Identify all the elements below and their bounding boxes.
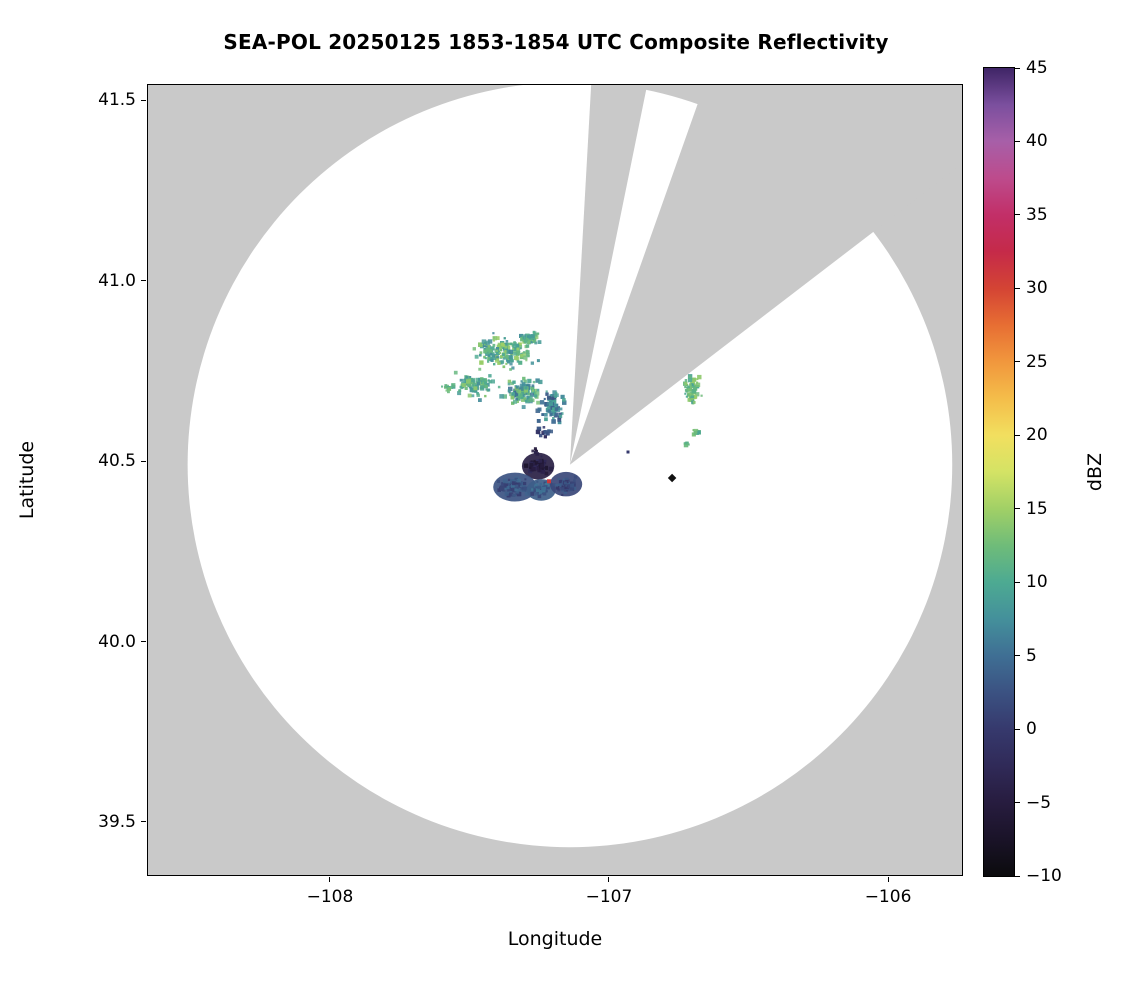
echo-region-nw-speckle-main: [472, 332, 540, 371]
echo-region-nw-speckle-mid: [499, 376, 548, 409]
colorbar-tick-mark: [1015, 655, 1020, 657]
colorbar-tick-label: 35: [1026, 204, 1048, 225]
echo-region-dark-core: [521, 452, 555, 480]
point-feature-small-dark-speck: [626, 450, 630, 454]
y-tick-mark: [141, 99, 146, 101]
colorbar-tick-mark: [1015, 140, 1020, 142]
y-tick-mark: [141, 460, 146, 462]
x-tick-label: −107: [585, 887, 633, 907]
echo-region-nw-speckle-upper: [520, 330, 542, 345]
colorbar-tick-label: 30: [1026, 278, 1048, 299]
colorbar-tick-label: 40: [1026, 131, 1048, 152]
echo-region-south-halo-mid: [526, 479, 556, 501]
colorbar-tick-label: 10: [1026, 572, 1048, 593]
colorbar-tick-label: 25: [1026, 351, 1048, 372]
echo-region-south-halo-east: [549, 471, 583, 497]
y-tick-label: 39.5: [98, 811, 136, 832]
blocked-sector-2: [569, 85, 962, 465]
point-feature-red-speck: [547, 479, 551, 484]
point-feature-clutter-diamond: [667, 473, 677, 483]
echo-region-east-echo: [683, 374, 703, 405]
plot-area: [147, 84, 963, 876]
y-tick-label: 41.0: [98, 270, 136, 291]
y-tick-label: 40.0: [98, 631, 136, 652]
x-tick-mark: [608, 877, 610, 882]
colorbar-tick-label: 5: [1026, 645, 1037, 666]
colorbar-label: dBZ: [1084, 452, 1106, 492]
colorbar-tick-mark: [1015, 875, 1020, 877]
colorbar-tick-mark: [1015, 287, 1020, 289]
echo-region-east-echo-south1: [691, 428, 701, 437]
colorbar-tick-mark: [1015, 361, 1020, 363]
echo-region-east-echo-south2: [683, 441, 690, 448]
echo-region-dark-core-tip: [531, 447, 540, 456]
colorbar-tick-label: −5: [1026, 792, 1052, 813]
x-axis-label: Longitude: [507, 928, 603, 950]
colorbar-tick-label: −10: [1026, 866, 1062, 886]
colorbar-tick-label: 20: [1026, 425, 1048, 446]
chart-title: SEA-POL 20250125 1853-1854 UTC Composite…: [223, 30, 889, 54]
colorbar-tick-label: 15: [1026, 498, 1048, 519]
colorbar-tick-mark: [1015, 434, 1020, 436]
y-axis-label: Latitude: [16, 440, 38, 520]
y-tick-mark: [141, 821, 146, 823]
echo-regions: [441, 330, 703, 502]
y-tick-mark: [141, 280, 146, 282]
colorbar-tick-mark: [1015, 508, 1020, 510]
radar-ppi-canvas: [148, 85, 962, 875]
y-tick-mark: [141, 641, 146, 642]
colorbar-tick-label: 0: [1026, 719, 1037, 740]
x-tick-mark: [329, 877, 331, 882]
y-tick-label: 41.5: [98, 90, 136, 111]
colorbar-tick-mark: [1015, 728, 1020, 730]
colorbar-tick-mark: [1015, 214, 1020, 216]
echo-region-nw-speckle-west: [451, 370, 501, 402]
colorbar-tick-label: 45: [1026, 58, 1048, 78]
colorbar-tick-mark: [1015, 802, 1020, 804]
colorbar: [983, 67, 1015, 877]
echo-region-nw-speckle-west-edge: [441, 383, 456, 394]
x-tick-mark: [887, 877, 889, 882]
radar-ppi-image: [148, 85, 962, 875]
y-tick-label: 40.5: [98, 451, 136, 472]
colorbar-tick-mark: [1015, 581, 1020, 583]
echo-region-nw-speckle-south: [535, 390, 567, 425]
echo-region-purple-specks: [535, 426, 553, 439]
x-tick-label: −106: [864, 887, 912, 907]
colorbar-tick-mark: [1015, 67, 1020, 69]
x-tick-label: −108: [306, 887, 354, 907]
